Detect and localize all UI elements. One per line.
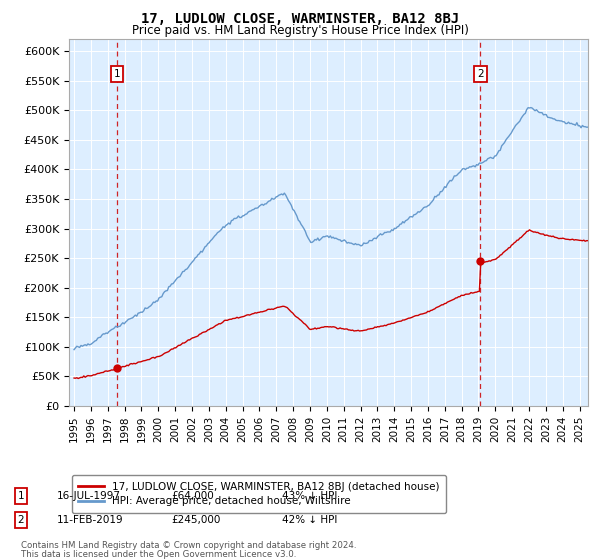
Text: 2: 2: [477, 69, 484, 79]
Text: 11-FEB-2019: 11-FEB-2019: [57, 515, 124, 525]
Text: 1: 1: [17, 491, 25, 501]
Legend: 17, LUDLOW CLOSE, WARMINSTER, BA12 8BJ (detached house), HPI: Average price, det: 17, LUDLOW CLOSE, WARMINSTER, BA12 8BJ (…: [71, 475, 446, 512]
Text: £64,000: £64,000: [171, 491, 214, 501]
Text: 2: 2: [17, 515, 25, 525]
Text: 42% ↓ HPI: 42% ↓ HPI: [282, 515, 337, 525]
Text: 1: 1: [113, 69, 120, 79]
Text: £245,000: £245,000: [171, 515, 220, 525]
Text: 43% ↓ HPI: 43% ↓ HPI: [282, 491, 337, 501]
Text: 17, LUDLOW CLOSE, WARMINSTER, BA12 8BJ: 17, LUDLOW CLOSE, WARMINSTER, BA12 8BJ: [141, 12, 459, 26]
Text: Contains HM Land Registry data © Crown copyright and database right 2024.: Contains HM Land Registry data © Crown c…: [21, 542, 356, 550]
Text: 16-JUL-1997: 16-JUL-1997: [57, 491, 121, 501]
Text: This data is licensed under the Open Government Licence v3.0.: This data is licensed under the Open Gov…: [21, 550, 296, 559]
Text: Price paid vs. HM Land Registry's House Price Index (HPI): Price paid vs. HM Land Registry's House …: [131, 24, 469, 37]
